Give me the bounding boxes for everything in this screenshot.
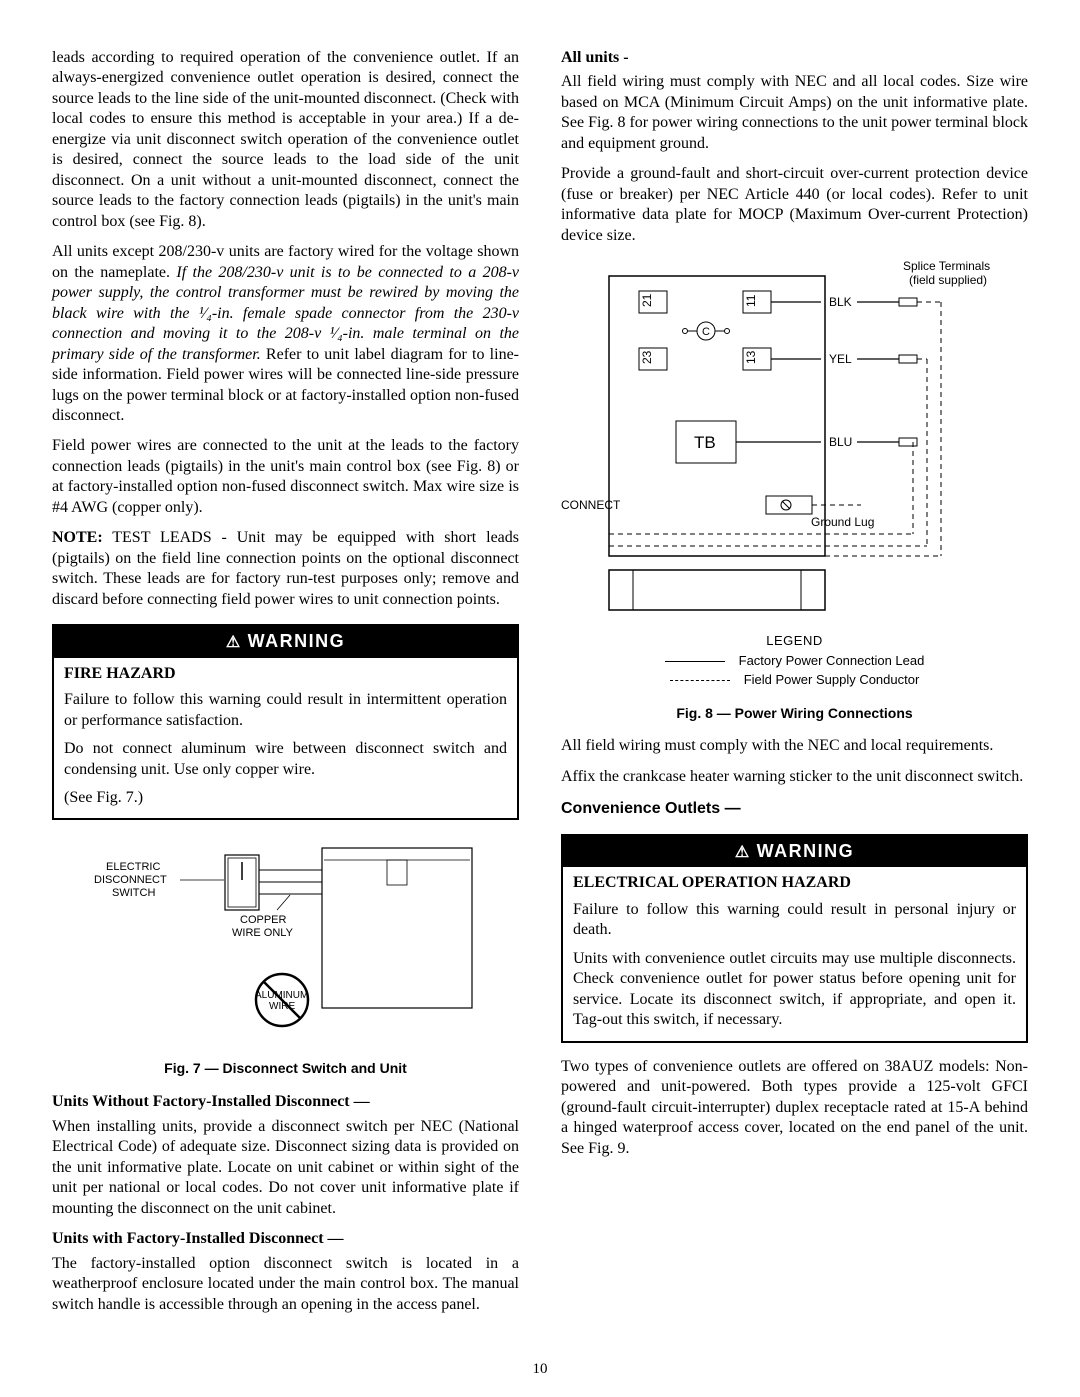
warning-body: ELECTRICAL OPERATION HAZARD Failure to f… bbox=[563, 867, 1026, 1040]
warn-triangle-icon: ⚠ bbox=[735, 844, 751, 861]
fig7-svg: ELECTRIC DISCONNECT SWITCH COPPER WIRE O… bbox=[52, 840, 522, 1050]
warning-bar: ⚠ WARNING bbox=[563, 836, 1026, 867]
right-column: All units - All field wiring must comply… bbox=[561, 48, 1028, 1325]
legend-label: Field Power Supply Conductor bbox=[744, 672, 920, 689]
subheading: Units Without Factory-Installed Disconne… bbox=[52, 1092, 519, 1112]
paragraph: Failure to follow this warning could res… bbox=[573, 900, 1016, 941]
svg-text:WIRE ONLY: WIRE ONLY bbox=[232, 927, 294, 939]
warn-triangle-icon: ⚠ bbox=[226, 634, 242, 651]
legend-row: Field Power Supply Conductor bbox=[561, 672, 1028, 689]
subheading: All units - bbox=[561, 48, 1028, 68]
svg-text:ALUMINUM: ALUMINUM bbox=[255, 990, 308, 1001]
svg-text:ELECTRIC: ELECTRIC bbox=[106, 861, 160, 873]
fig8-svg: 21 11 23 13 C TB Ground Lug bbox=[561, 256, 1031, 626]
svg-text:11: 11 bbox=[744, 294, 758, 307]
warning-box: ⚠ WARNING ELECTRICAL OPERATION HAZARD Fai… bbox=[561, 834, 1028, 1043]
warning-text: WARNING bbox=[248, 631, 346, 651]
svg-text:BLK: BLK bbox=[829, 295, 852, 309]
warning-title: ELECTRICAL OPERATION HAZARD bbox=[573, 873, 1016, 893]
figure-8: 21 11 23 13 C TB Ground Lug bbox=[561, 256, 1028, 722]
fig7-caption: Fig. 7 — Disconnect Switch and Unit bbox=[52, 1060, 519, 1078]
svg-text:13: 13 bbox=[744, 351, 758, 365]
legend-line-dashed bbox=[670, 680, 730, 681]
text: TEST LEADS - Unit may be equipped with s… bbox=[52, 529, 519, 607]
svg-text:WIRE: WIRE bbox=[269, 1001, 295, 1012]
svg-text:23: 23 bbox=[640, 351, 654, 365]
paragraph: Failure to follow this warning could res… bbox=[64, 690, 507, 731]
svg-text:C: C bbox=[702, 326, 710, 338]
paragraph: Two types of convenience outlets are off… bbox=[561, 1057, 1028, 1159]
figure-7: ELECTRIC DISCONNECT SWITCH COPPER WIRE O… bbox=[52, 840, 519, 1050]
warning-box: ⚠ WARNING FIRE HAZARD Failure to follow t… bbox=[52, 624, 519, 820]
warning-title: FIRE HAZARD bbox=[64, 664, 507, 684]
legend: LEGEND Factory Power Connection Lead Fie… bbox=[561, 633, 1028, 689]
svg-text:Ground Lug: Ground Lug bbox=[811, 515, 874, 529]
paragraph: NOTE: TEST LEADS - Unit may be equipped … bbox=[52, 528, 519, 610]
section-heading: Convenience Outlets — bbox=[561, 799, 1028, 819]
paragraph: All field wiring must comply with the NE… bbox=[561, 736, 1028, 756]
svg-text:DISCONNECT: DISCONNECT bbox=[561, 498, 621, 512]
svg-text:TB: TB bbox=[694, 433, 716, 452]
paragraph: The factory-installed option disconnect … bbox=[52, 1254, 519, 1315]
subheading: Units with Factory-Installed Disconnect … bbox=[52, 1229, 519, 1249]
paragraph: All units except 208/230-v units are fac… bbox=[52, 242, 519, 426]
note-label: NOTE: bbox=[52, 529, 103, 546]
legend-line-solid bbox=[665, 661, 725, 662]
svg-text:COPPER: COPPER bbox=[240, 914, 287, 926]
svg-text:Splice Terminals: Splice Terminals bbox=[903, 259, 990, 273]
paragraph: When installing units, provide a disconn… bbox=[52, 1117, 519, 1219]
svg-text:(field supplied): (field supplied) bbox=[909, 273, 987, 287]
svg-text:SWITCH: SWITCH bbox=[112, 887, 155, 899]
paragraph: (See Fig. 7.) bbox=[64, 788, 507, 808]
paragraph: Affix the crankcase heater warning stick… bbox=[561, 767, 1028, 787]
paragraph: All field wiring must comply with NEC an… bbox=[561, 72, 1028, 154]
paragraph: Provide a ground-fault and short-circuit… bbox=[561, 164, 1028, 246]
left-column: leads according to required operation of… bbox=[52, 48, 519, 1325]
svg-text:BLU: BLU bbox=[829, 435, 852, 449]
warning-bar: ⚠ WARNING bbox=[54, 626, 517, 657]
warning-body: FIRE HAZARD Failure to follow this warni… bbox=[54, 658, 517, 819]
warning-text: WARNING bbox=[757, 841, 855, 861]
paragraph: Do not connect aluminum wire between dis… bbox=[64, 739, 507, 780]
legend-row: Factory Power Connection Lead bbox=[561, 653, 1028, 670]
svg-text:DISCONNECT: DISCONNECT bbox=[94, 874, 167, 886]
fig8-caption: Fig. 8 — Power Wiring Connections bbox=[561, 705, 1028, 723]
paragraph: Field power wires are connected to the u… bbox=[52, 436, 519, 518]
page: leads according to required operation of… bbox=[52, 48, 1028, 1325]
paragraph: Units with convenience outlet circuits m… bbox=[573, 949, 1016, 1031]
svg-text:YEL: YEL bbox=[829, 352, 852, 366]
paragraph: leads according to required operation of… bbox=[52, 48, 519, 232]
page-number: 10 bbox=[0, 1360, 1080, 1379]
legend-label: Factory Power Connection Lead bbox=[739, 653, 925, 670]
svg-text:21: 21 bbox=[640, 294, 654, 308]
legend-title: LEGEND bbox=[561, 633, 1028, 650]
